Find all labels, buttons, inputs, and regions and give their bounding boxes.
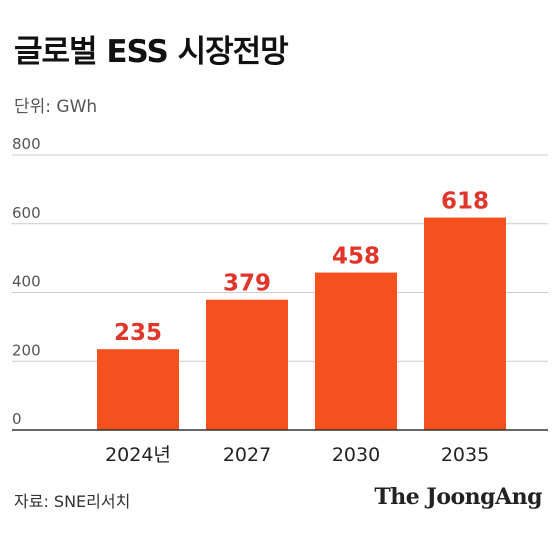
brand-logo: The JoongAng: [374, 484, 542, 510]
y-tick-label: 400: [12, 273, 41, 291]
y-tick-label: 800: [12, 135, 41, 153]
unit-label: 단위: GWh: [14, 97, 98, 117]
y-tick-label: 600: [12, 204, 41, 222]
data-label: 618: [441, 189, 489, 215]
y-tick-label: 200: [12, 341, 41, 359]
x-tick-label: 2027: [223, 444, 271, 466]
bar: [424, 217, 506, 430]
x-tick-label: 2024년: [105, 444, 171, 466]
source-label: 자료: SNE리서치: [14, 492, 131, 511]
bar: [315, 272, 397, 430]
x-tick-label: 2030: [332, 444, 380, 466]
data-label: 235: [114, 320, 162, 346]
x-tick-label: 2035: [441, 444, 489, 466]
data-label: 458: [332, 244, 380, 270]
chart-title: 글로벌 ESS 시장전망: [14, 34, 289, 70]
bar: [206, 299, 288, 430]
data-label: 379: [223, 271, 271, 297]
bar: [97, 349, 179, 430]
y-tick-label: 0: [12, 410, 22, 428]
